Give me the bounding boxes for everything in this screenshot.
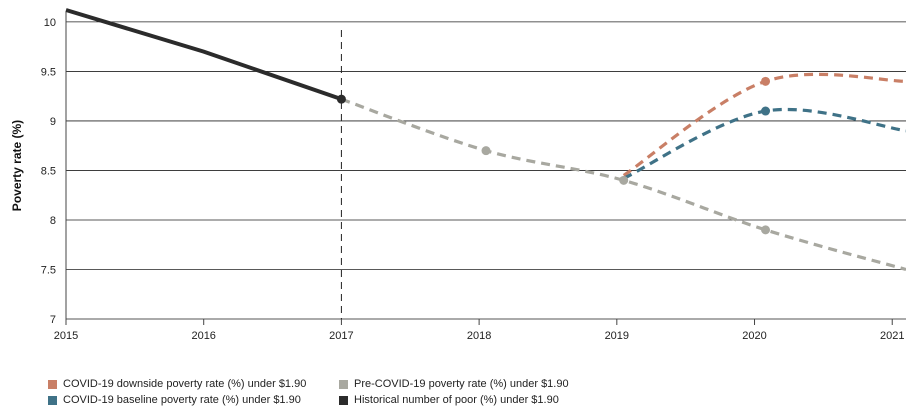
y-tick-label: 8 xyxy=(50,215,56,227)
marker-baseline xyxy=(761,106,771,116)
gridlines xyxy=(66,21,906,320)
legend-row: COVID-19 downside poverty rate (%) under… xyxy=(48,376,630,392)
legend-swatch-pre-covid xyxy=(339,379,348,389)
marker-downside xyxy=(761,76,771,86)
series-line-historical xyxy=(65,8,343,102)
legend-swatch-historical xyxy=(339,395,348,405)
x-tick-label: 2019 xyxy=(605,330,629,342)
series-line-pre-covid xyxy=(340,97,906,272)
x-tick-label: 2020 xyxy=(742,330,766,342)
tick-labels: 7 7.5 8 8.5 9 9.5 10 2015 2016 2017 2018 2019 2020 20… xyxy=(41,17,905,342)
legend-label-pre-covid: Pre-COVID-19 poverty rate (%) under $1.9… xyxy=(354,378,569,390)
y-axis-label: Poverty rate (%) xyxy=(10,120,24,211)
series-line-downside xyxy=(622,72,906,177)
legend-item-downside: COVID-19 downside poverty rate (%) under… xyxy=(48,378,339,390)
marker-pre-covid xyxy=(761,225,771,235)
legend-swatch-downside xyxy=(48,379,57,389)
x-tick-label: 2017 xyxy=(329,330,353,342)
x-tick-label: 2015 xyxy=(54,330,78,342)
y-tick-label: 7.5 xyxy=(41,264,56,276)
legend-swatch-baseline xyxy=(48,395,57,405)
legend-item-pre-covid: Pre-COVID-19 poverty rate (%) under $1.9… xyxy=(339,378,630,390)
x-tick-label: 2016 xyxy=(191,330,215,342)
y-tick-label: 8.5 xyxy=(41,165,56,177)
y-tick-label: 10 xyxy=(44,17,56,29)
legend-row: COVID-19 baseline poverty rate (%) under… xyxy=(48,392,630,408)
legend-label-downside: COVID-19 downside poverty rate (%) under… xyxy=(63,378,307,390)
legend-label-historical: Historical number of poor (%) under $1.9… xyxy=(354,394,559,406)
series-lines xyxy=(65,8,906,272)
legend-item-historical: Historical number of poor (%) under $1.9… xyxy=(339,394,630,406)
axes xyxy=(65,12,893,325)
y-tick-label: 9.5 xyxy=(41,66,56,78)
x-tick-label: 2018 xyxy=(467,330,491,342)
legend: COVID-19 downside poverty rate (%) under… xyxy=(48,376,630,408)
marker-historical xyxy=(336,94,346,104)
x-tick-label: 2021 xyxy=(880,330,904,342)
legend-item-baseline: COVID-19 baseline poverty rate (%) under… xyxy=(48,394,339,406)
marker-pre-covid xyxy=(481,146,491,156)
legend-label-baseline: COVID-19 baseline poverty rate (%) under… xyxy=(63,394,301,406)
y-tick-label: 7 xyxy=(50,314,56,326)
y-tick-label: 9 xyxy=(50,116,56,128)
series-markers xyxy=(336,76,771,235)
marker-pre-covid xyxy=(619,175,629,185)
